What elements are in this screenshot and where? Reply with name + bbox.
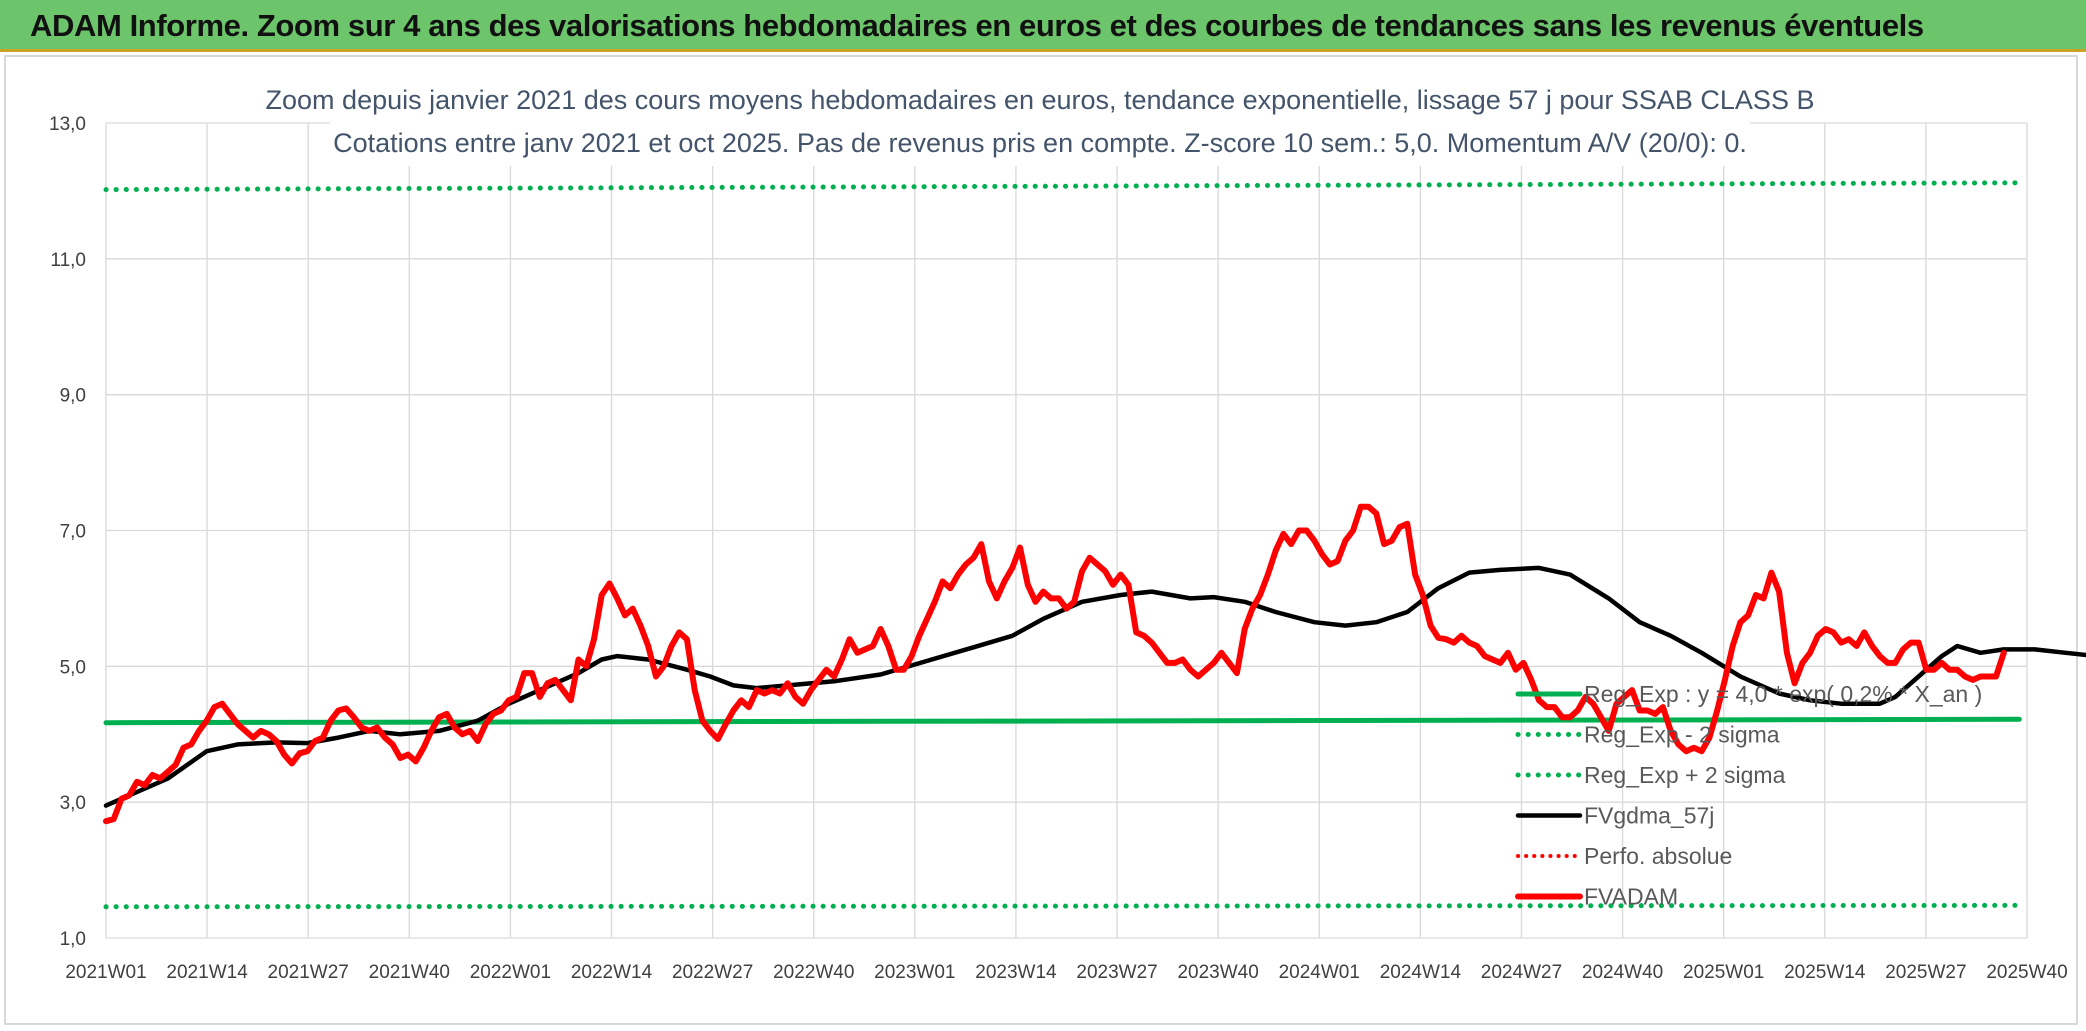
chart-title-line-1: Zoom depuis janvier 2021 des cours moyen… (266, 85, 1815, 115)
x-tick-label: 2025W40 (1986, 962, 2067, 983)
y-tick-label: 13,0 (49, 114, 86, 135)
legend-label: Perfo. absolue (1584, 843, 1732, 869)
x-tick-label: 2024W27 (1481, 962, 1562, 983)
chart-title-line-2: Cotations entre janv 2021 et oct 2025. P… (333, 128, 1747, 158)
fvadam-line (103, 503, 2007, 825)
x-tick-label: 2022W27 (672, 962, 753, 983)
y-tick-label: 7,0 (60, 522, 86, 543)
x-tick-label: 2022W01 (470, 962, 551, 983)
y-tick-label: 3,0 (60, 793, 86, 814)
y-tick-label: 1,0 (60, 929, 86, 950)
reg-exp-line (103, 716, 2022, 726)
report-banner: ADAM Informe. Zoom sur 4 ans des valoris… (0, 0, 2086, 52)
x-axis-ticks: 2021W01 2021W14 2021W27 2021W40 2022W01 2022W… (65, 962, 2067, 983)
x-tick-label: 2025W27 (1885, 962, 1966, 983)
legend-label: Reg_Exp : y = 4,0 * exp( 0,2% * X_an ) (1584, 681, 1982, 707)
x-tick-label: 2024W14 (1380, 962, 1462, 983)
y-tick-label: 11,0 (50, 250, 86, 271)
x-tick-label: 2021W01 (65, 962, 146, 983)
x-tick-label: 2021W14 (166, 962, 248, 983)
x-tick-label: 2025W14 (1784, 962, 1866, 983)
chart-frame (4, 55, 2078, 1025)
x-tick-label: 2021W27 (268, 962, 349, 983)
x-tick-label: 2022W14 (571, 962, 653, 983)
y-tick-label: 5,0 (60, 657, 86, 678)
x-tick-label: 2021W40 (369, 962, 450, 983)
legend-label: Reg_Exp + 2 sigma (1584, 762, 1786, 788)
reg-exp-plus-2-sigma-line (103, 180, 2022, 193)
fvgdma-57j-line (103, 565, 2086, 808)
reg-exp-minus-2-sigma-line (103, 902, 2022, 910)
chart-legend: Reg_Exp : y = 4,0 * exp( 0,2% * X_an ) Re… (1515, 681, 1982, 910)
x-tick-label: 2025W01 (1683, 962, 1764, 983)
y-tick-label: 9,0 (60, 386, 86, 407)
x-tick-label: 2024W01 (1279, 962, 1360, 983)
legend-label: FVgdma_57j (1584, 803, 1714, 829)
report-title: ADAM Informe. Zoom sur 4 ans des valoris… (30, 8, 1924, 43)
x-tick-label: 2023W01 (874, 962, 955, 983)
chart-series (103, 180, 2086, 910)
x-tick-label: 2023W14 (975, 962, 1057, 983)
y-axis-ticks: 13,0 11,0 9,0 7,0 5,0 3,0 1,0 (49, 114, 86, 950)
chart-title-background (330, 80, 1750, 166)
legend-label: Reg_Exp - 2 sigma (1584, 722, 1780, 748)
chart-grid (105, 122, 2028, 939)
x-tick-label: 2022W40 (773, 962, 854, 983)
x-tick-label: 2023W27 (1076, 962, 1157, 983)
x-tick-label: 2024W40 (1582, 962, 1663, 983)
legend-label: FVADAM (1584, 884, 1678, 910)
x-tick-label: 2023W40 (1177, 962, 1258, 983)
